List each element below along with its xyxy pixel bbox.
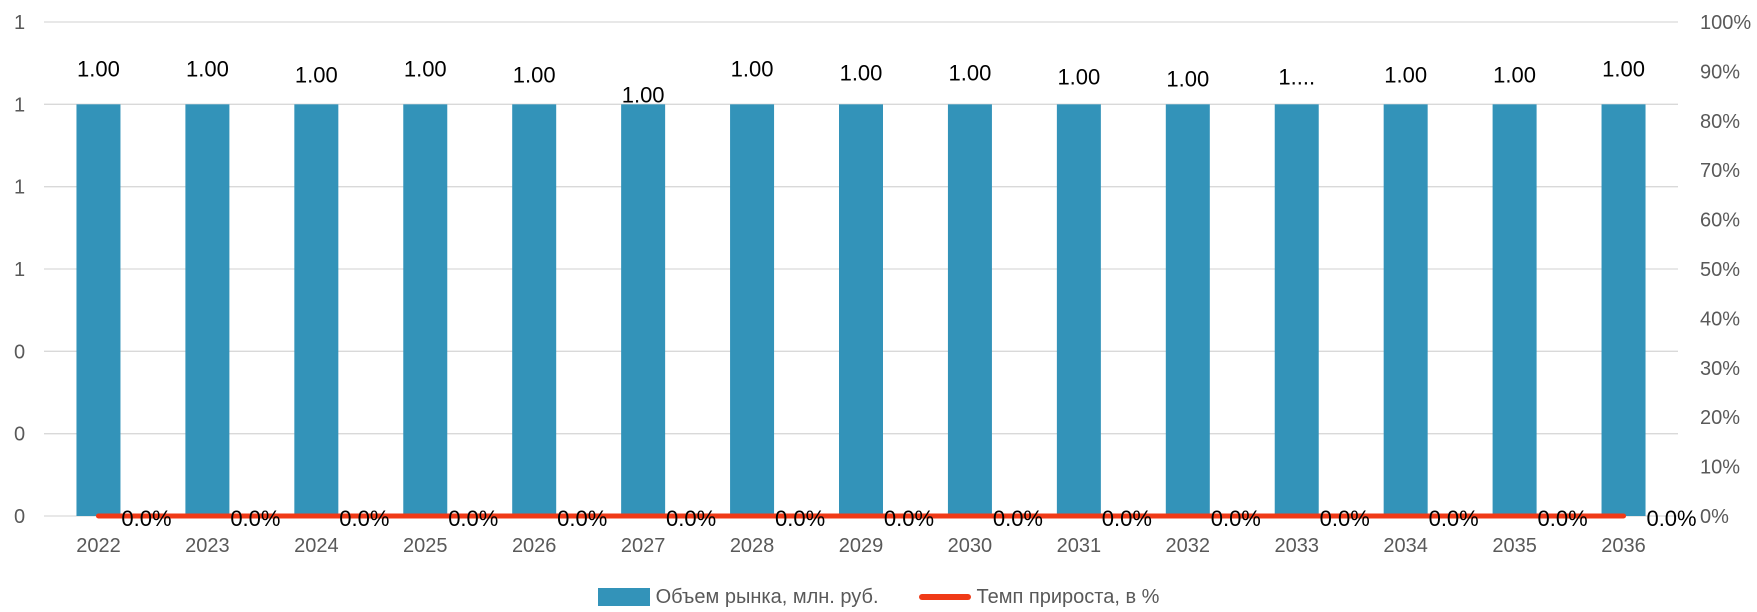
bar-data-label: 1.00 <box>186 56 229 81</box>
bar <box>947 104 992 516</box>
bar <box>839 104 883 516</box>
line-data-label: 0.0% <box>557 506 607 531</box>
bar-data-label: 1.00 <box>295 62 338 87</box>
legend-swatch-bar <box>597 588 650 606</box>
bar <box>621 104 666 516</box>
line-data-label: 0.0% <box>1538 506 1588 531</box>
bar-data-label: 1.00 <box>731 56 774 81</box>
legend: Объем рынка, млн. руб. Темп прироста, в … <box>0 582 1757 612</box>
line-data-label: 0.0% <box>666 506 716 531</box>
x-tick-label: 2035 <box>1492 535 1537 557</box>
x-tick-label: 2033 <box>1274 535 1319 557</box>
bar <box>185 104 230 516</box>
x-tick-label: 2029 <box>839 535 884 557</box>
bar-data-label: 1.00 <box>1057 64 1100 89</box>
bar <box>1165 104 1210 516</box>
left-tick-label: 1 <box>14 177 25 199</box>
bar-data-label: 1.00 <box>1166 66 1209 91</box>
right-tick-label: 30% <box>1700 358 1740 380</box>
line-data-label: 0.0% <box>230 506 280 531</box>
legend-swatch-line <box>918 594 971 600</box>
x-tick-label: 2024 <box>294 535 339 557</box>
x-tick-label: 2030 <box>948 535 993 557</box>
x-tick-label: 2027 <box>621 535 666 557</box>
right-tick-label: 50% <box>1700 259 1740 281</box>
line-data-label: 0.0% <box>339 506 389 531</box>
x-tick-label: 2034 <box>1383 535 1428 557</box>
left-tick-label: 1 <box>14 259 25 281</box>
bar-data-labels: 1.00 1.00 1.00 1.00 1.00 1.00 1.00 1.00 1.00 1.00… <box>77 56 1645 107</box>
right-tick-label: 90% <box>1700 61 1740 83</box>
x-tick-label: 2023 <box>185 535 230 557</box>
bar-data-label: 1.00 <box>949 60 992 85</box>
bar-data-label: 1.00 <box>1384 62 1427 87</box>
right-tick-label: 100% <box>1700 12 1751 34</box>
line-data-label: 0.0% <box>884 506 934 531</box>
right-tick-label: 60% <box>1700 210 1740 232</box>
line-data-label: 0.0% <box>993 506 1043 531</box>
left-tick-label: 0 <box>14 506 25 528</box>
line-data-label: 0.0% <box>1320 506 1370 531</box>
line-data-label: 0.0% <box>775 506 825 531</box>
left-axis: 0 0 0 1 1 1 1 <box>14 12 25 528</box>
x-tick-label: 2031 <box>1057 535 1102 557</box>
bar <box>403 104 448 516</box>
right-axis: 0% 10% 20% 30% 40% 50% 60% 70% 80% 90% 100% <box>1700 12 1751 528</box>
bar <box>1056 104 1101 516</box>
bar-data-label: 1.00 <box>622 82 665 107</box>
bar <box>730 104 775 516</box>
x-axis: 2022 2023 2024 2025 2026 2027 2028 2029 2030 2031… <box>76 535 1646 557</box>
legend-item-line: Темп прироста, в % <box>918 585 1160 609</box>
legend-label-line: Темп прироста, в % <box>976 585 1160 608</box>
line-data-label: 0.0% <box>448 506 498 531</box>
x-tick-label: 2026 <box>512 535 557 557</box>
x-tick-label: 2028 <box>730 535 775 557</box>
x-tick-label: 2025 <box>403 535 448 557</box>
legend-item-bar: Объем рынка, млн. руб. <box>597 585 879 609</box>
bar-data-label: 1.00 <box>404 56 447 81</box>
bar-data-label: 1.... <box>1278 64 1315 89</box>
line-data-label: 0.0% <box>1429 506 1479 531</box>
x-tick-label: 2022 <box>76 535 121 557</box>
bar-data-label: 1.00 <box>77 56 120 81</box>
bar <box>76 104 121 516</box>
line-data-label: 0.0% <box>1646 506 1696 531</box>
legend-label-bar: Объем рынка, млн. руб. <box>655 585 879 608</box>
bar-data-label: 1.00 <box>513 62 556 87</box>
right-tick-label: 0% <box>1700 506 1729 528</box>
left-tick-label: 0 <box>14 341 25 363</box>
left-tick-label: 1 <box>14 12 25 34</box>
line-data-label: 0.0% <box>1211 506 1261 531</box>
bar <box>1383 104 1428 516</box>
x-tick-label: 2032 <box>1166 535 1211 557</box>
x-tick-label: 2036 <box>1601 535 1646 557</box>
left-tick-label: 1 <box>14 94 25 116</box>
right-tick-label: 10% <box>1700 457 1740 479</box>
line-data-label: 0.0% <box>1102 506 1152 531</box>
bar-series <box>76 104 1646 516</box>
chart: 0 0 0 1 1 1 1 0% 10% 20% 30% 40% 50% 60% 70% 80% 90% 100… <box>14 12 1751 557</box>
line-data-label: 0.0% <box>121 506 171 531</box>
bar <box>294 104 339 516</box>
bar-data-label: 1.00 <box>1493 62 1536 87</box>
bar-data-label: 1.00 <box>1602 56 1645 81</box>
bar <box>1492 104 1537 516</box>
bar <box>1601 104 1646 516</box>
line-data-labels: 0.0% 0.0% 0.0% 0.0% 0.0% 0.0% 0.0% 0.0% 0.0% 0.0%… <box>121 506 1696 531</box>
right-tick-label: 40% <box>1700 308 1740 330</box>
bar <box>1274 104 1319 516</box>
left-tick-label: 0 <box>14 424 25 446</box>
bar <box>512 104 557 516</box>
right-tick-label: 70% <box>1700 160 1740 182</box>
right-tick-label: 80% <box>1700 111 1740 133</box>
right-tick-label: 20% <box>1700 407 1740 429</box>
bar-data-label: 1.00 <box>840 60 883 85</box>
